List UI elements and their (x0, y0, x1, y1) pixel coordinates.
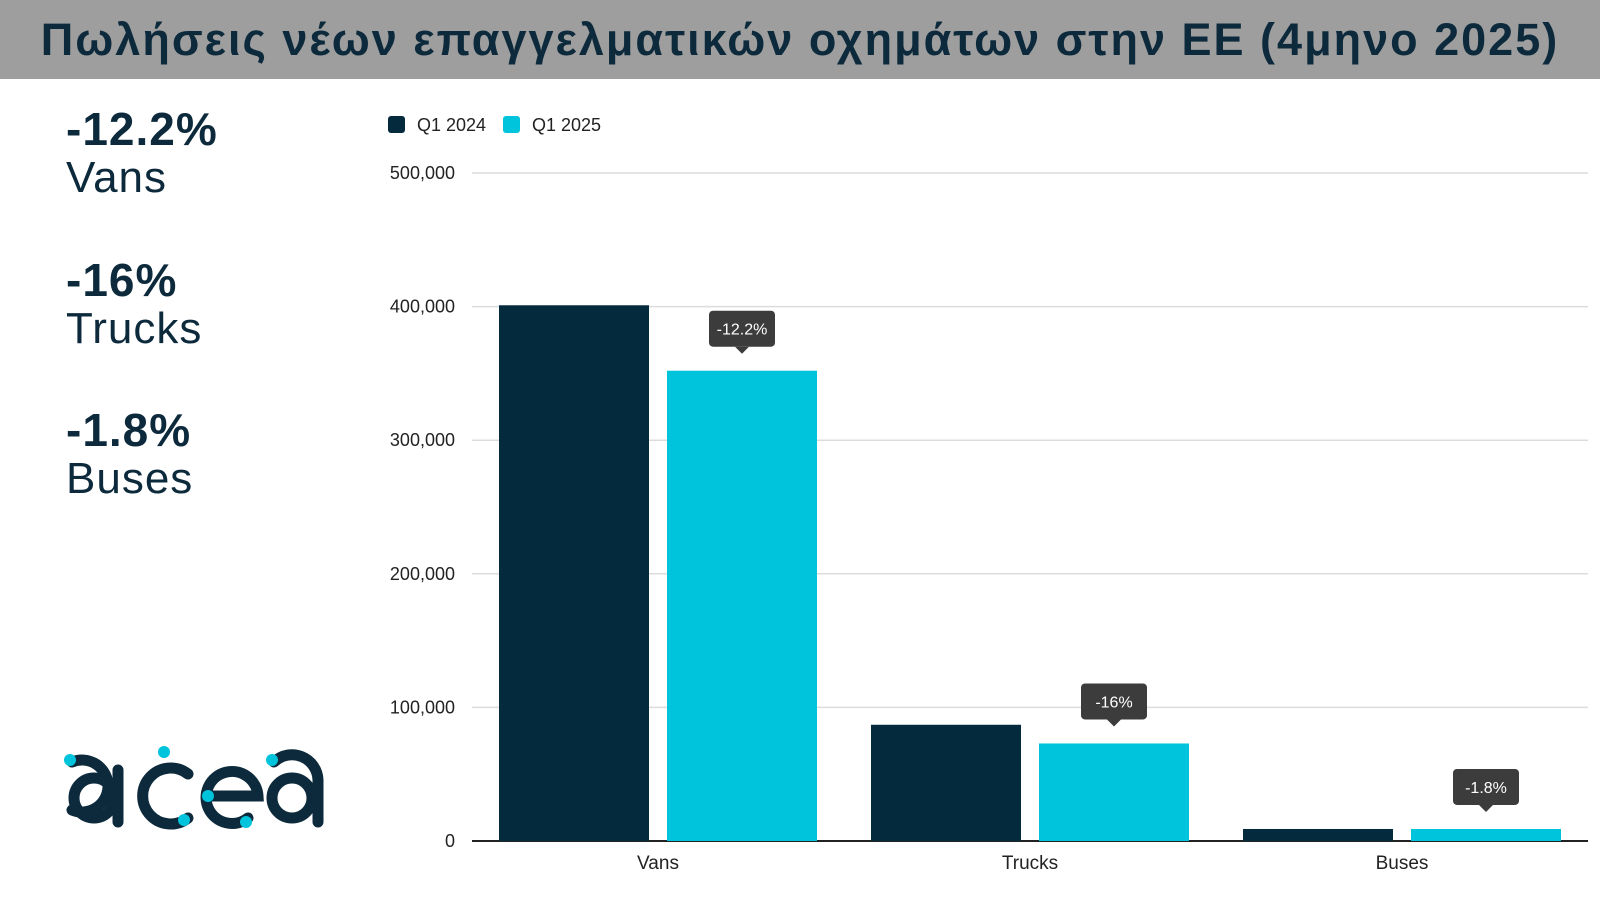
legend-swatch (503, 116, 520, 133)
x-tick-label: Buses (1376, 853, 1429, 874)
bar-buses-q1-2024 (1243, 828, 1393, 841)
callout-box (1081, 683, 1147, 720)
legend-swatch (388, 116, 405, 133)
stat-buses-label: Buses (66, 454, 194, 503)
y-tick-label: 400,000 (390, 297, 455, 317)
stat-vans: -12.2% Vans (66, 104, 218, 202)
bar-vans-q1-2025 (667, 370, 817, 841)
chart-bars (499, 305, 1561, 841)
title-bar: Πωλήσεις νέων επαγγελματικών οχημάτων στ… (0, 0, 1600, 79)
acea-logo (64, 746, 324, 830)
stat-trucks-label: Trucks (66, 304, 203, 353)
page-title: Πωλήσεις νέων επαγγελματικών οχημάτων στ… (40, 13, 1560, 65)
y-tick-label: 100,000 (390, 697, 455, 717)
stat-buses: -1.8% Buses (66, 405, 193, 503)
callout-label: -16% (1095, 694, 1132, 711)
callout-buses: -1.8% (1453, 768, 1519, 812)
legend-label: Q1 2025 (532, 115, 601, 135)
stat-trucks: -16% Trucks (66, 255, 202, 353)
callout-trucks: -16% (1081, 683, 1147, 727)
x-tick-label: Trucks (1002, 853, 1058, 874)
stat-buses-pct: -1.8% (66, 404, 192, 456)
bar-vans-q1-2024 (499, 305, 649, 841)
stat-vans-label: Vans (66, 153, 168, 202)
bar-trucks-q1-2025 (1039, 743, 1189, 841)
callout-pointer (1479, 804, 1493, 812)
callout-label: -12.2% (717, 322, 768, 339)
y-tick-label: 500,000 (390, 163, 455, 183)
callout-vans: -12.2% (709, 310, 775, 354)
callout-pointer (735, 346, 749, 354)
bar-trucks-q1-2024 (871, 724, 1021, 841)
y-tick-label: 0 (445, 831, 455, 851)
bar-buses-q1-2025 (1411, 828, 1561, 841)
x-tick-label: Vans (637, 853, 679, 874)
stat-trucks-pct: -16% (66, 254, 178, 306)
callout-box (1453, 768, 1519, 805)
chart-axis: 0 100,000 200,000 300,000 400,000 500,000 (390, 163, 1588, 851)
y-tick-label: 200,000 (390, 564, 455, 584)
chart-callouts: -12.2% -16% -1.8% (709, 310, 1519, 812)
chart-grid (472, 172, 1588, 709)
callout-label: -1.8% (1465, 780, 1507, 797)
stat-vans-pct: -12.2% (66, 103, 218, 155)
callout-pointer (1107, 719, 1121, 727)
legend-label: Q1 2024 (417, 115, 486, 135)
callout-box (709, 310, 775, 347)
chart-legend: Q1 2024 Q1 2025 (388, 115, 601, 135)
chart-x-labels: Vans Trucks Buses (637, 853, 1428, 874)
y-tick-label: 300,000 (390, 430, 455, 450)
